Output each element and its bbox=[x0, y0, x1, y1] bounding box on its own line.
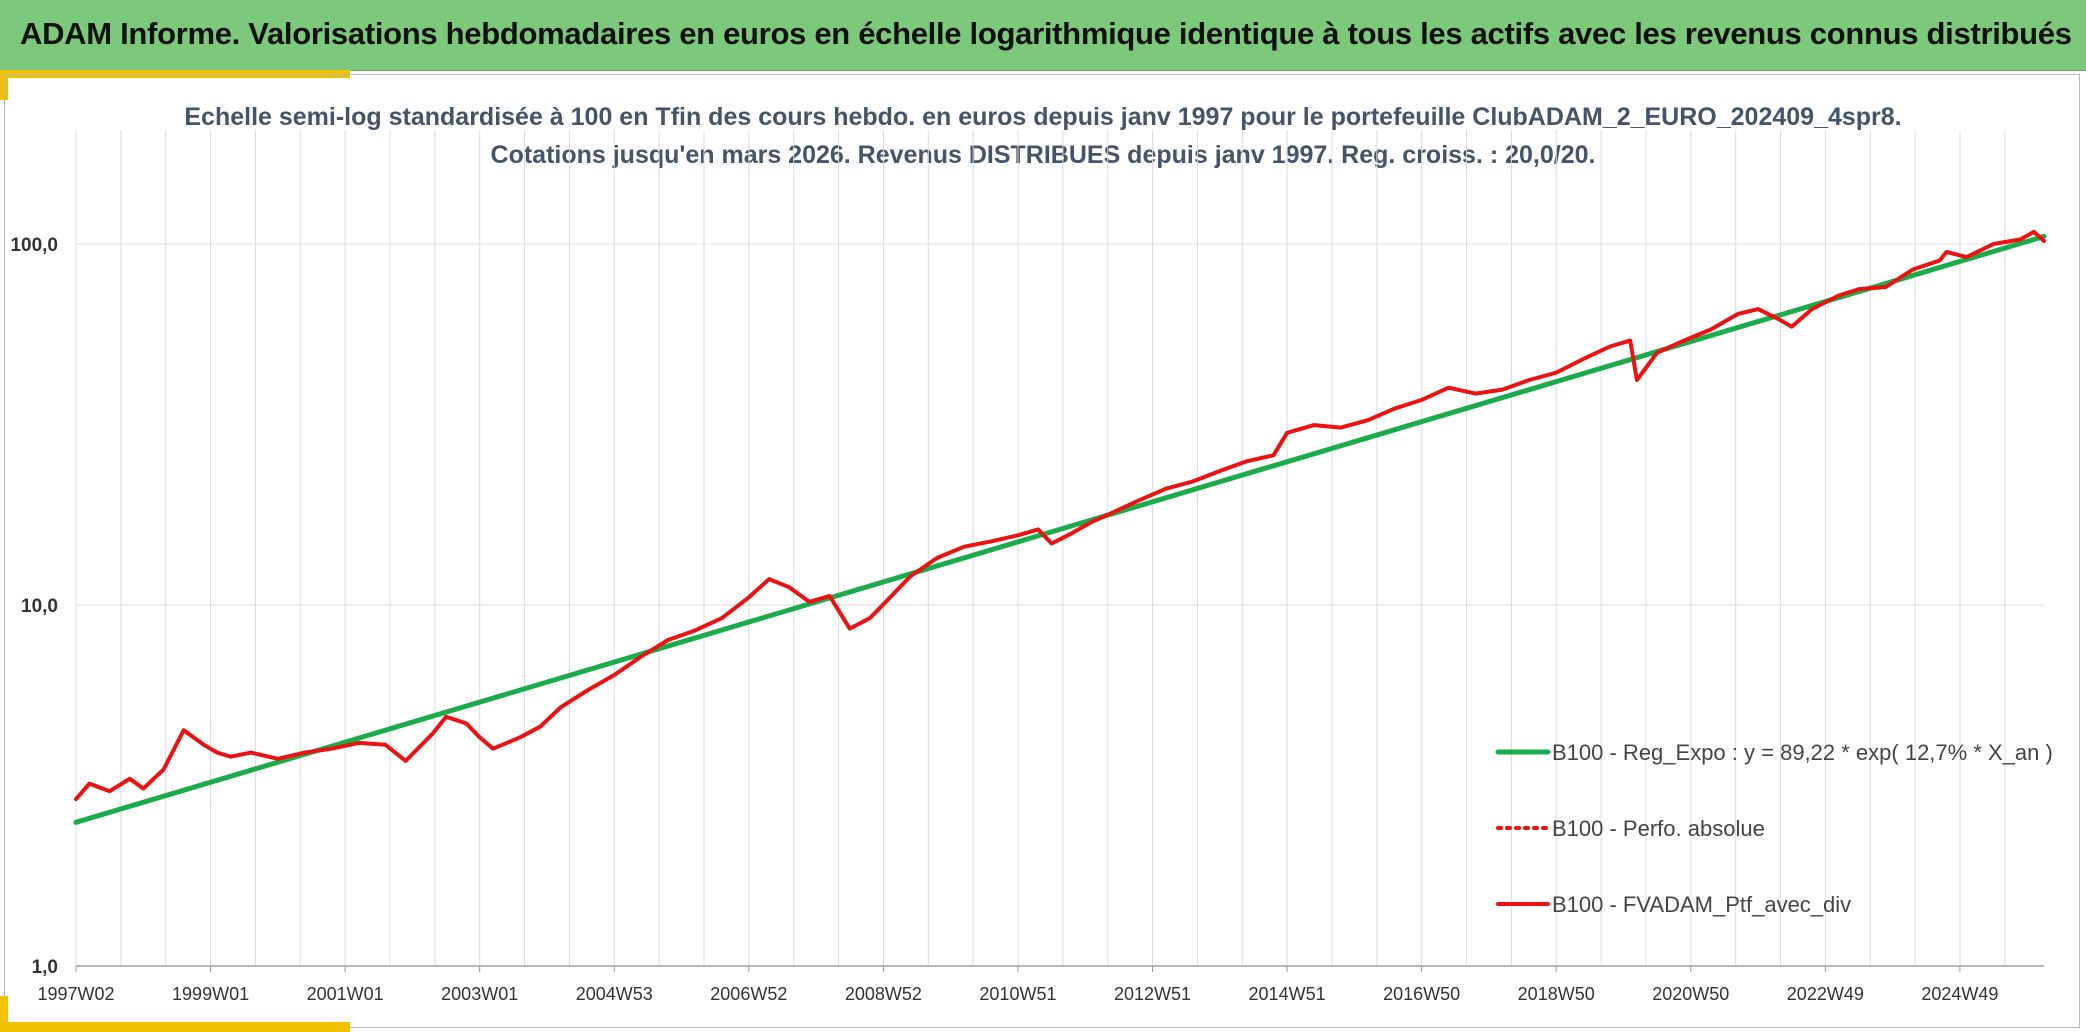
x-tick-label: 2014W51 bbox=[1249, 984, 1326, 1004]
accent-corner-bottom-side bbox=[0, 996, 8, 1032]
portfolio-line bbox=[74, 229, 2046, 802]
x-tick-label: 2020W50 bbox=[1652, 984, 1729, 1004]
legend-label: B100 - FVADAM_Ptf_avec_div bbox=[1552, 892, 1851, 917]
legend-label: B100 - Reg_Expo : y = 89,22 * exp( 12,7%… bbox=[1552, 740, 2053, 765]
x-tick-label: 2016W50 bbox=[1383, 984, 1460, 1004]
accent-corner-bottom bbox=[0, 1022, 350, 1032]
y-axis-ticks: 1,0 10,0 100,0 bbox=[10, 235, 58, 978]
x-tick-label: 1999W01 bbox=[172, 984, 249, 1004]
x-tick-label: 2004W53 bbox=[576, 984, 653, 1004]
x-tick-label: 1997W02 bbox=[37, 984, 114, 1004]
x-tick-label: 2010W51 bbox=[979, 984, 1056, 1004]
x-axis-ticks: 1997W02 1999W01 2001W01 2003W01 2004W53 2006W… bbox=[37, 966, 1998, 1004]
legend: B100 - Reg_Expo : y = 89,22 * exp( 12,7%… bbox=[1495, 740, 2053, 917]
x-tick-label: 2001W01 bbox=[307, 984, 384, 1004]
x-tick-label: 2006W52 bbox=[710, 984, 787, 1004]
gridlines bbox=[75, 130, 2044, 967]
y-tick-label: 10,0 bbox=[21, 596, 58, 617]
x-tick-label: 2012W51 bbox=[1114, 984, 1191, 1004]
x-tick-label: 2018W50 bbox=[1518, 984, 1595, 1004]
chart-frame bbox=[4, 74, 2080, 1028]
regression-line bbox=[73, 233, 2047, 825]
x-tick-label: 2022W49 bbox=[1787, 984, 1864, 1004]
chart-title: Echelle semi-log standardisée à 100 en T… bbox=[184, 103, 1902, 131]
legend-label: B100 - Perfo. absolue bbox=[1552, 816, 1765, 841]
x-tick-label: 2024W49 bbox=[1921, 984, 1998, 1004]
title-banner: ADAM Informe. Valorisations hebdomadaire… bbox=[0, 0, 2086, 71]
series-lines bbox=[73, 229, 2047, 825]
page-title: ADAM Informe. Valorisations hebdomadaire… bbox=[20, 16, 2072, 51]
y-tick-label: 1,0 bbox=[32, 957, 58, 978]
chart-subtitle: Cotations jusqu'en mars 2026. Revenus DI… bbox=[490, 141, 1596, 169]
y-tick-label: 100,0 bbox=[10, 235, 58, 256]
x-tick-label: 2003W01 bbox=[441, 984, 518, 1004]
x-tick-label: 2008W52 bbox=[845, 984, 922, 1004]
